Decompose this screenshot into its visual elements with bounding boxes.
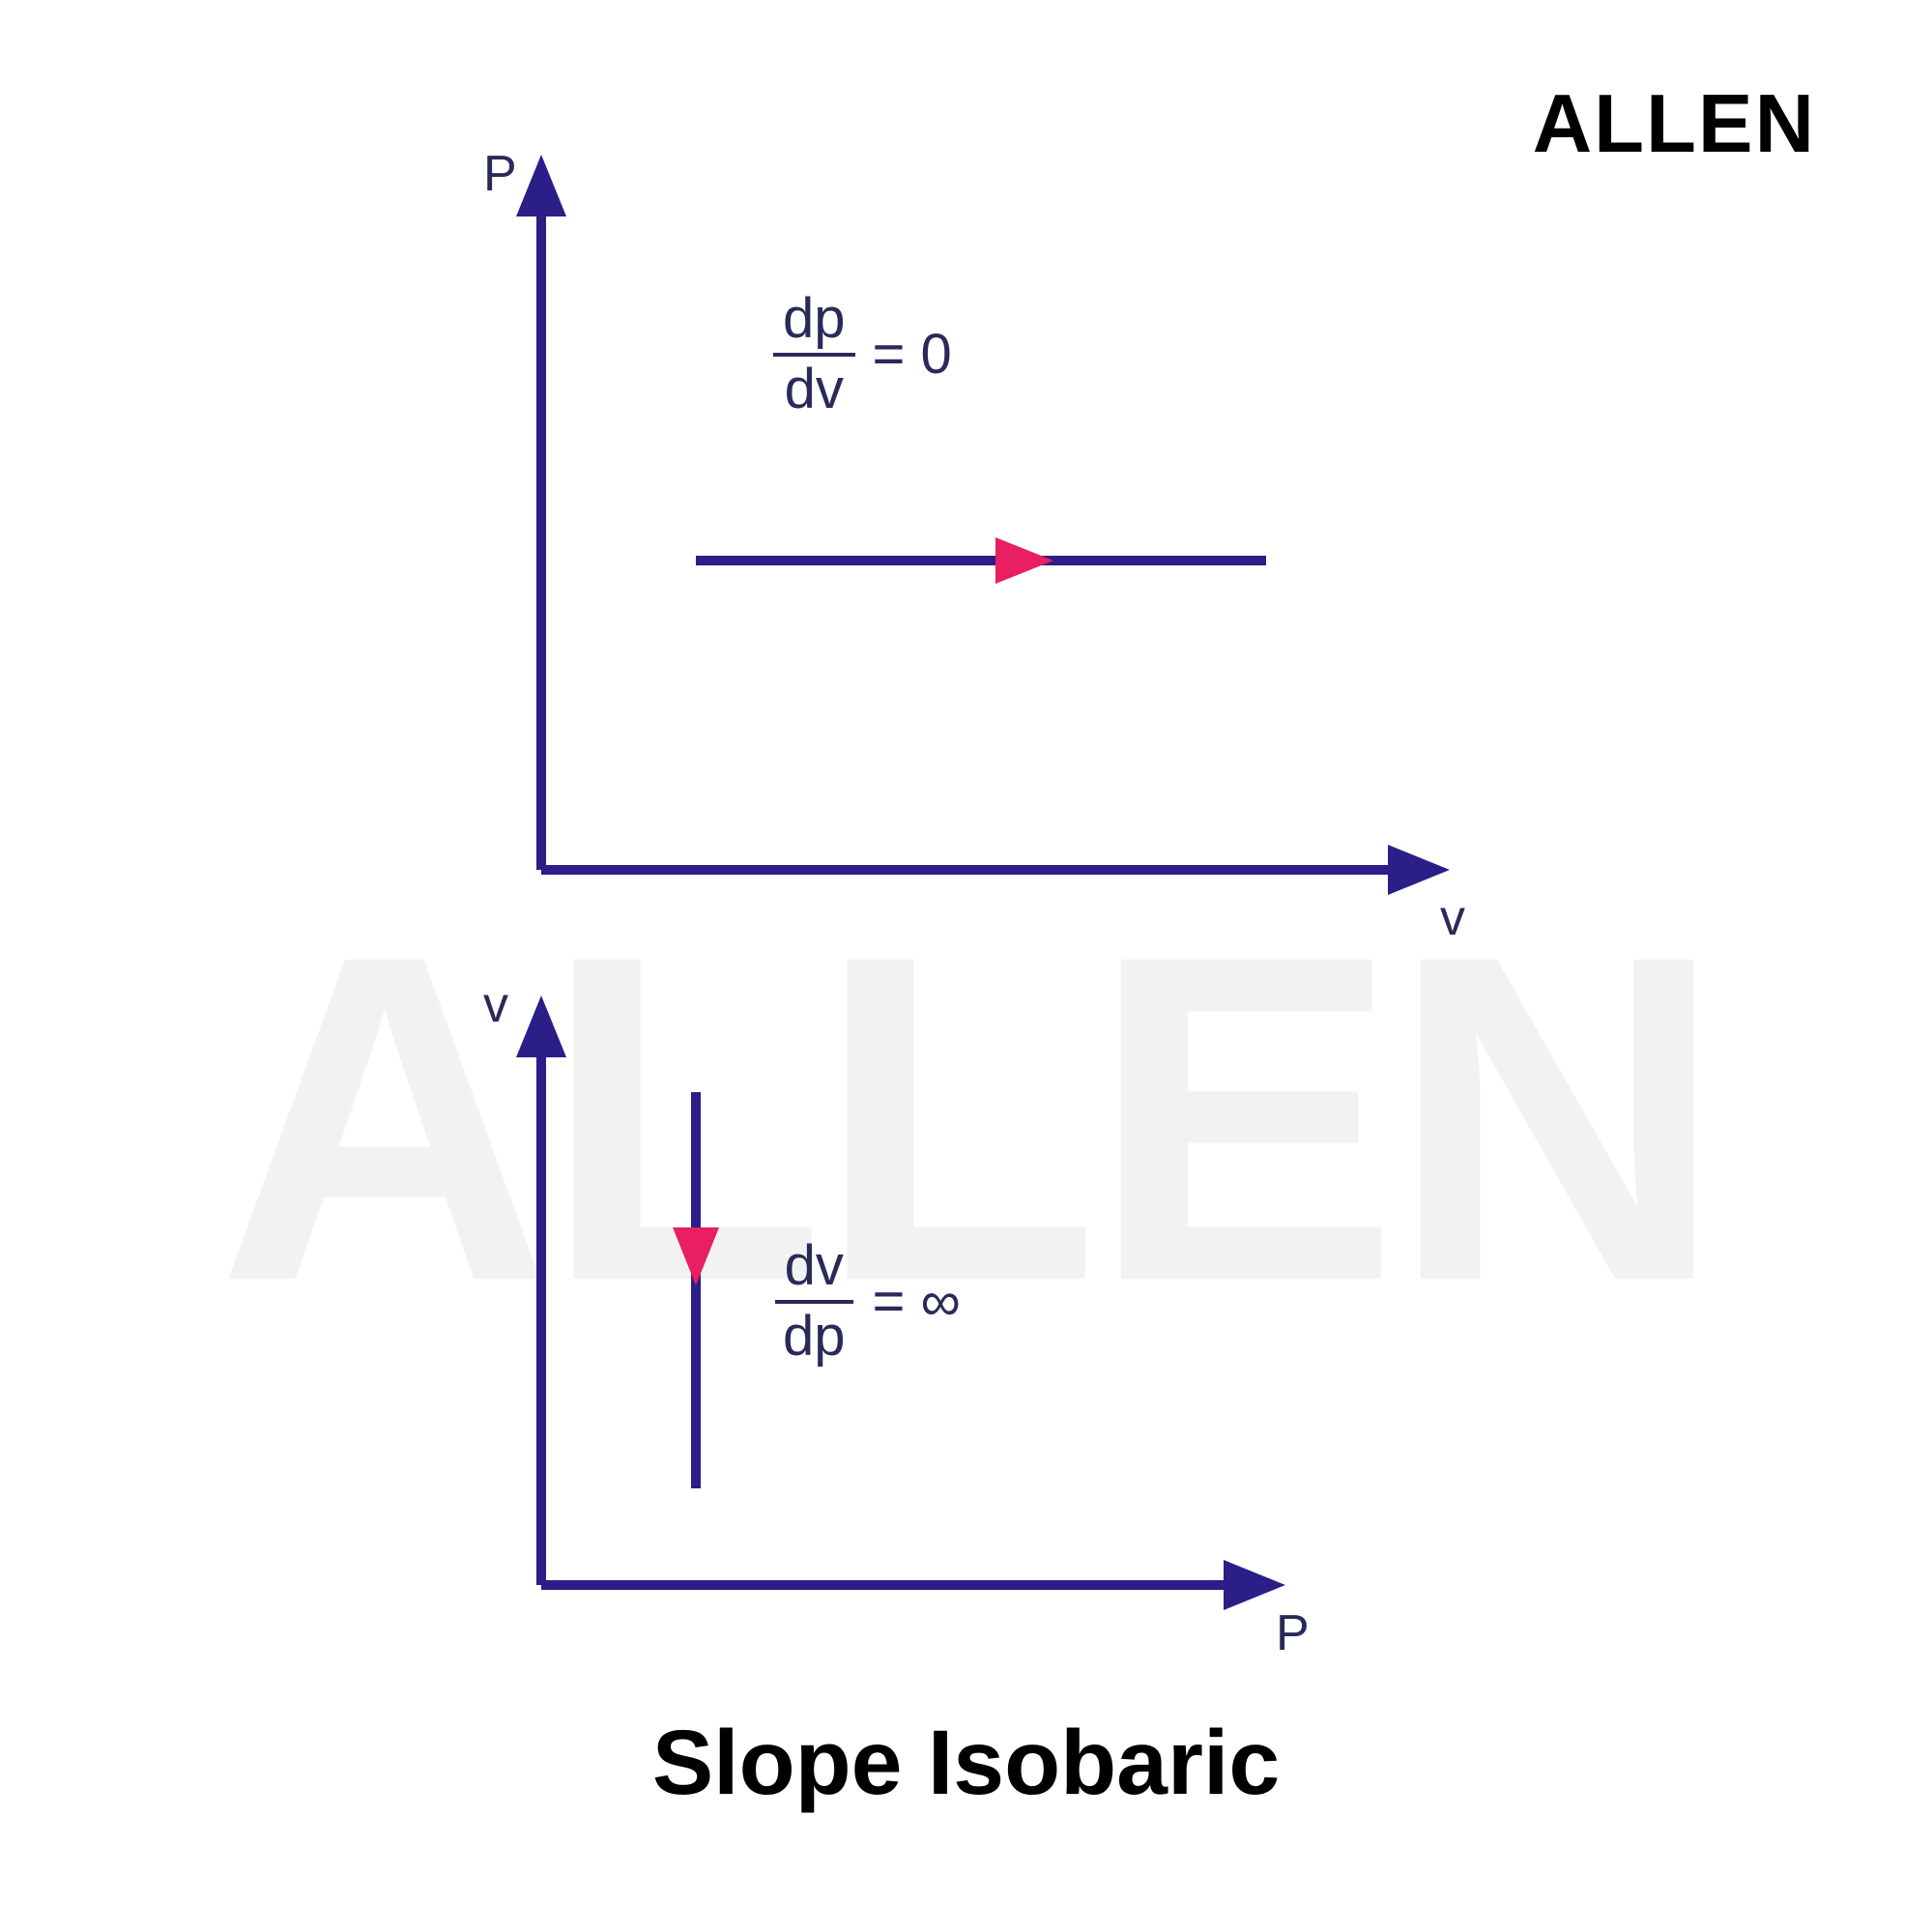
graph2-equation: dv dp = ∞ (773, 1237, 961, 1367)
graph2-process-arrow-icon (673, 1227, 719, 1285)
graph1-y-axis-arrow (516, 155, 566, 216)
graph2-eq-num: dv (775, 1237, 853, 1304)
diagram-title: Slope Isobaric (0, 1711, 1932, 1816)
graph1-eq-den: dv (775, 357, 853, 419)
brand-logo: ALLEN (1533, 77, 1816, 172)
graph2-eq-den: dp (773, 1304, 855, 1367)
graph2-eq-rhs: = ∞ (873, 1269, 961, 1334)
graph2-x-axis-arrow (1224, 1560, 1285, 1610)
diagram-svg (0, 0, 1932, 1932)
graph1-y-label: P (483, 145, 517, 203)
graph2-x-label: P (1276, 1604, 1310, 1662)
graph1-x-axis-arrow (1388, 845, 1450, 895)
graph1-eq-num: dp (773, 290, 855, 357)
graph2-y-label: v (483, 976, 508, 1034)
graph1-eq-rhs: = 0 (873, 322, 952, 387)
graph1-x-label: v (1440, 889, 1465, 947)
graph1-process-arrow-icon (995, 537, 1053, 584)
graph2-y-axis-arrow (516, 995, 566, 1057)
graph1-equation: dp dv = 0 (773, 290, 952, 419)
